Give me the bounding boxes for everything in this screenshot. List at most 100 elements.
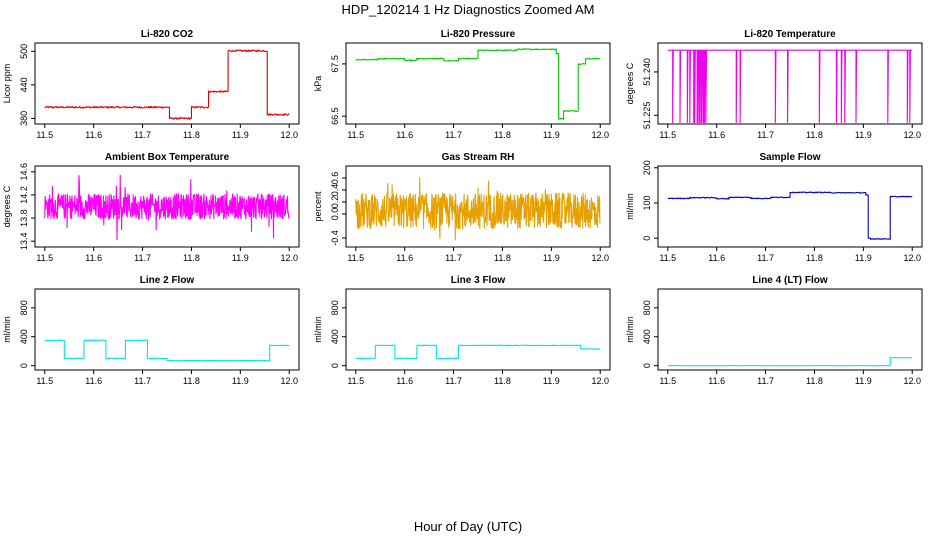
y-tick-label: 0.6 [330,172,340,185]
x-tick-label: 11.9 [855,130,872,140]
panel-title: Li-820 Pressure [441,29,516,40]
x-tick-label: 11.8 [183,376,200,386]
plot-frame [657,288,923,371]
plot-frame [345,288,611,371]
panel-li-820-co2: Li-820 CO2 Licor ppm 11.5 11.6 11.7 11.8 11.9 1… [2,29,300,140]
series-line [355,177,601,241]
x-tick-label: 11.8 [183,130,200,140]
y-tick-label: 14.6 [19,163,29,181]
x-tick-label: 11.9 [543,130,560,140]
x-tick-label: 11.9 [232,253,249,263]
panel-line-3-flow: Line 3 Flow ml/min 11.5 11.6 11.7 11.8 11.9 12.… [313,275,611,386]
x-tick-label: 12.0 [903,130,921,140]
y-tick-label: 400 [330,329,340,344]
x-tick-label: 11.6 [85,253,102,263]
x-tick-label: 11.5 [347,376,364,386]
y-tick-label: 0.2 [330,196,340,209]
x-tick-label: 11.7 [134,253,151,263]
x-tick-label: 11.5 [659,130,676,140]
x-tick-label: 11.9 [232,376,249,386]
y-tick-label: 440 [19,77,29,92]
x-tick-label: 12.0 [280,376,298,386]
panel-li-820-pressure: Li-820 Pressure kPa 11.5 11.6 11.7 11.8 11.9 12… [313,29,611,140]
x-tick-label: 11.8 [806,376,823,386]
x-tick-label: 12.0 [591,376,609,386]
y-tick-label: 200 [642,160,652,175]
series-line [667,191,913,240]
series-line [355,344,601,360]
y-axis-label: ml/min [625,193,635,220]
y-tick-label: 51.225 [642,102,652,130]
series-line [667,357,913,367]
x-tick-label: 11.9 [855,253,872,263]
x-tick-label: 11.5 [347,130,364,140]
series-line [355,48,601,120]
panel-title: Line 3 Flow [451,275,506,286]
y-axis-label: kPa [313,76,323,92]
plot-frame [34,288,300,371]
plot-frame [657,42,923,125]
y-axis-label: Licor ppm [2,64,12,104]
x-tick-label: 11.6 [708,130,725,140]
x-tick-label: 11.8 [806,130,823,140]
x-tick-label: 11.5 [659,376,676,386]
x-tick-label: 11.8 [494,130,511,140]
panel-li-820-temperature: Li-820 Temperature degrees C 11.5 11.6 11.7 1… [625,29,923,140]
x-tick-label: 12.0 [280,253,298,263]
x-tick-label: 11.6 [708,253,725,263]
y-tick-label: 800 [19,300,29,315]
x-tick-label: 11.6 [85,376,102,386]
y-tick-label: 400 [19,329,29,344]
x-tick-label: 11.6 [708,376,725,386]
panel-title: Gas Stream RH [442,152,515,163]
plot-frame [34,165,300,248]
y-tick-label: 500 [19,44,29,59]
y-tick-label: -0.4 [330,230,340,246]
x-tick-label: 12.0 [591,130,609,140]
y-tick-label: 51.240 [642,58,652,86]
y-tick-label: 0 [330,363,340,368]
y-tick-label: 800 [642,300,652,315]
series-line [44,49,290,120]
y-axis-label: ml/min [625,316,635,343]
y-tick-label: 67.5 [330,55,340,73]
panels-grid: Li-820 CO2 Licor ppm 11.5 11.6 11.7 11.8 11.9 1… [2,29,923,386]
y-tick-label: 0 [19,363,29,368]
x-tick-label: 11.9 [543,376,560,386]
series-line [44,174,290,241]
x-tick-label: 11.8 [806,253,823,263]
x-tick-label: 11.7 [134,130,151,140]
y-axis-label: ml/min [2,316,12,343]
y-tick-label: 0 [642,363,652,368]
x-tick-label: 11.6 [85,130,102,140]
x-tick-label: 11.5 [36,376,53,386]
panel-sample-flow: Sample Flow ml/min 11.5 11.6 11.7 11.8 11.9 12.… [625,152,923,263]
panel-title: Li-820 Temperature [744,29,836,40]
x-tick-label: 11.7 [445,376,462,386]
y-tick-label: 13.4 [19,232,29,250]
x-tick-label: 11.7 [445,253,462,263]
y-tick-label: 13.8 [19,209,29,227]
panel-title: Line 2 Flow [140,275,195,286]
series-line [44,339,290,362]
x-tick-label: 11.6 [396,253,413,263]
x-tick-label: 11.5 [347,253,364,263]
x-tick-label: 12.0 [903,253,921,263]
plot-frame [345,42,611,125]
x-tick-label: 11.5 [36,130,53,140]
x-tick-label: 11.7 [757,376,774,386]
y-axis-label: degrees C [625,62,635,104]
panel-title: Sample Flow [759,152,820,163]
y-tick-label: 400 [642,329,652,344]
x-tick-label: 12.0 [591,253,609,263]
x-tick-label: 12.0 [903,376,921,386]
panel-gas-stream-rh: Gas Stream RH percent 11.5 11.6 11.7 11.8 11.9… [313,152,611,263]
x-tick-label: 11.7 [445,130,462,140]
plot-frame [657,165,923,248]
y-tick-label: 100 [642,195,652,210]
y-tick-label: 380 [19,111,29,126]
y-tick-label: 66.5 [330,107,340,125]
x-tick-label: 11.7 [134,376,151,386]
x-tick-label: 11.5 [659,253,676,263]
